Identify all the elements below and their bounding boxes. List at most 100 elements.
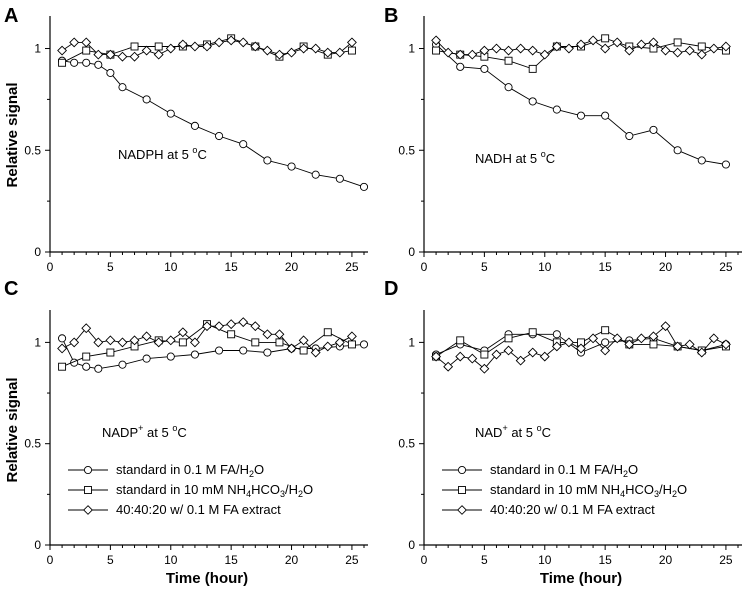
data-point-diamond xyxy=(720,339,731,350)
legend-marker-diamond xyxy=(457,505,467,515)
y-axis-title: Relative signal xyxy=(4,82,21,187)
data-point-diamond xyxy=(274,329,285,340)
data-point-diamond xyxy=(189,337,200,348)
data-point-diamond xyxy=(298,335,309,346)
panel-annotation: NADP+ at 5 oC xyxy=(102,423,187,440)
data-point-circle xyxy=(311,170,320,179)
series-diamond xyxy=(431,321,731,374)
data-point-diamond xyxy=(141,331,152,342)
data-point-square xyxy=(697,42,706,51)
data-point-diamond xyxy=(310,43,321,54)
legend-label: standard in 10 mM NH4HCO3/H2O xyxy=(116,482,313,499)
legend: standard in 0.1 M FA/H2O standard in 10 m… xyxy=(442,462,687,517)
data-point-diamond xyxy=(93,49,104,60)
data-point-diamond xyxy=(660,321,671,332)
data-point-diamond xyxy=(467,353,478,364)
x-tick-label: 10 xyxy=(538,553,552,567)
data-point-diamond xyxy=(708,43,719,54)
data-point-circle xyxy=(94,60,103,69)
data-point-diamond xyxy=(455,49,466,60)
data-point-square xyxy=(456,336,465,345)
x-tick-label: 20 xyxy=(285,260,299,274)
data-point-diamond xyxy=(576,343,586,354)
x-tick-label: 25 xyxy=(345,260,359,274)
y-tick-label: 0.5 xyxy=(398,143,415,157)
data-point-diamond xyxy=(238,317,249,328)
data-point-diamond xyxy=(455,351,466,362)
data-point-diamond xyxy=(105,335,116,346)
y-tick-label: 0 xyxy=(34,245,41,259)
data-point-circle xyxy=(94,364,103,373)
data-point-circle xyxy=(263,348,272,357)
data-point-diamond xyxy=(346,37,357,48)
legend-label: 40:40:20 w/ 0.1 M FA extract xyxy=(116,502,281,517)
data-point-circle xyxy=(142,354,151,363)
data-point-circle xyxy=(673,146,682,155)
data-point-diamond xyxy=(129,51,140,62)
data-point-diamond xyxy=(262,329,273,340)
data-point-square xyxy=(504,56,513,65)
data-point-diamond xyxy=(250,321,261,332)
data-point-diamond xyxy=(527,45,538,56)
data-point-square xyxy=(106,348,115,357)
x-tick-label: 5 xyxy=(481,553,488,567)
data-point-diamond xyxy=(527,347,538,358)
x-tick-label: 25 xyxy=(719,553,733,567)
data-point-diamond xyxy=(274,49,285,60)
data-point-diamond xyxy=(443,47,454,58)
data-point-diamond xyxy=(551,341,562,352)
data-point-diamond xyxy=(672,341,683,352)
panel-letter: D xyxy=(384,278,398,300)
x-tick-label: 0 xyxy=(421,260,428,274)
legend-label: standard in 0.1 M FA/H2O xyxy=(116,462,264,479)
data-point-diamond xyxy=(467,49,478,60)
data-point-circle xyxy=(625,131,634,141)
data-point-diamond xyxy=(612,333,623,344)
data-point-square xyxy=(58,362,67,371)
x-tick-label: 0 xyxy=(47,553,54,567)
x-tick-label: 15 xyxy=(224,260,238,274)
data-point-circle xyxy=(58,334,67,343)
data-point-diamond xyxy=(105,49,116,60)
legend-label: 40:40:20 w/ 0.1 M FA extract xyxy=(490,502,655,517)
data-point-diamond xyxy=(310,347,321,358)
data-point-diamond xyxy=(612,37,623,48)
series-line xyxy=(62,60,365,188)
data-point-circle xyxy=(287,162,296,171)
data-point-diamond xyxy=(202,41,212,52)
data-point-diamond xyxy=(539,49,550,60)
y-tick-label: 0 xyxy=(408,245,415,259)
y-tick-label: 1 xyxy=(34,335,41,349)
data-point-diamond xyxy=(588,35,599,46)
data-point-circle xyxy=(215,346,224,355)
data-point-diamond xyxy=(563,43,574,54)
data-point-diamond xyxy=(503,45,514,56)
data-point-square xyxy=(480,350,489,359)
x-tick-label: 5 xyxy=(481,260,488,274)
data-point-circle xyxy=(480,64,489,73)
data-point-diamond xyxy=(491,43,502,54)
data-point-diamond xyxy=(624,339,635,350)
legend-marker-circle xyxy=(83,465,93,475)
data-point-square xyxy=(601,326,610,335)
data-point-circle xyxy=(190,121,199,130)
data-point-diamond xyxy=(660,45,671,56)
legend-marker-circle xyxy=(457,465,467,475)
data-point-diamond xyxy=(443,361,454,372)
data-point-diamond xyxy=(636,333,647,344)
data-point-diamond xyxy=(648,331,659,342)
data-point-circle xyxy=(82,362,91,371)
data-point-diamond xyxy=(322,47,333,58)
data-point-diamond xyxy=(250,41,261,52)
data-point-circle xyxy=(359,182,369,191)
data-point-diamond xyxy=(684,339,695,350)
y-tick-label: 1 xyxy=(408,42,415,56)
data-point-diamond xyxy=(588,333,599,344)
data-point-square xyxy=(82,46,91,55)
data-point-square xyxy=(528,64,537,73)
data-point-diamond xyxy=(117,51,128,62)
x-tick-label: 15 xyxy=(598,260,612,274)
data-point-square xyxy=(251,338,260,347)
